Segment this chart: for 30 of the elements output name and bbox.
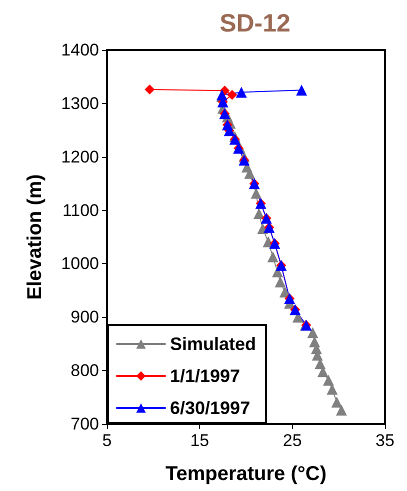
point: [144, 84, 155, 95]
y-tick-label: 800: [70, 361, 99, 380]
x-tick-label: 15: [190, 431, 210, 450]
legend-label: 6/30/1997: [170, 398, 250, 418]
point: [336, 404, 347, 416]
point: [274, 276, 286, 288]
point: [331, 396, 342, 408]
x-tick-label: 25: [282, 431, 302, 450]
y-tick-label: 1200: [61, 147, 99, 166]
point: [296, 84, 308, 96]
y-tick-label: 1400: [61, 40, 99, 60]
point: [322, 374, 334, 386]
point: [253, 208, 264, 219]
point: [267, 251, 278, 262]
point: [250, 188, 262, 199]
y-tick-label: 1100: [62, 200, 99, 220]
legend-label: 1/1/1997: [170, 366, 240, 386]
point: [227, 90, 238, 100]
chart-title: SD-12: [220, 10, 290, 38]
legend-label: Simulated: [170, 334, 256, 354]
x-tick-label: 35: [376, 431, 394, 450]
y-tick-label: 1300: [61, 94, 99, 113]
x-axis-title: Temperature (°C): [166, 463, 326, 485]
point: [236, 86, 247, 98]
x-tick-label: 5: [102, 431, 112, 450]
y-tick-label: 900: [70, 308, 99, 327]
y-axis-title: Elevation (m): [24, 174, 46, 300]
y-tick-label: 1000: [61, 254, 99, 274]
y-tick-label: 700: [70, 414, 99, 434]
point: [307, 327, 318, 338]
